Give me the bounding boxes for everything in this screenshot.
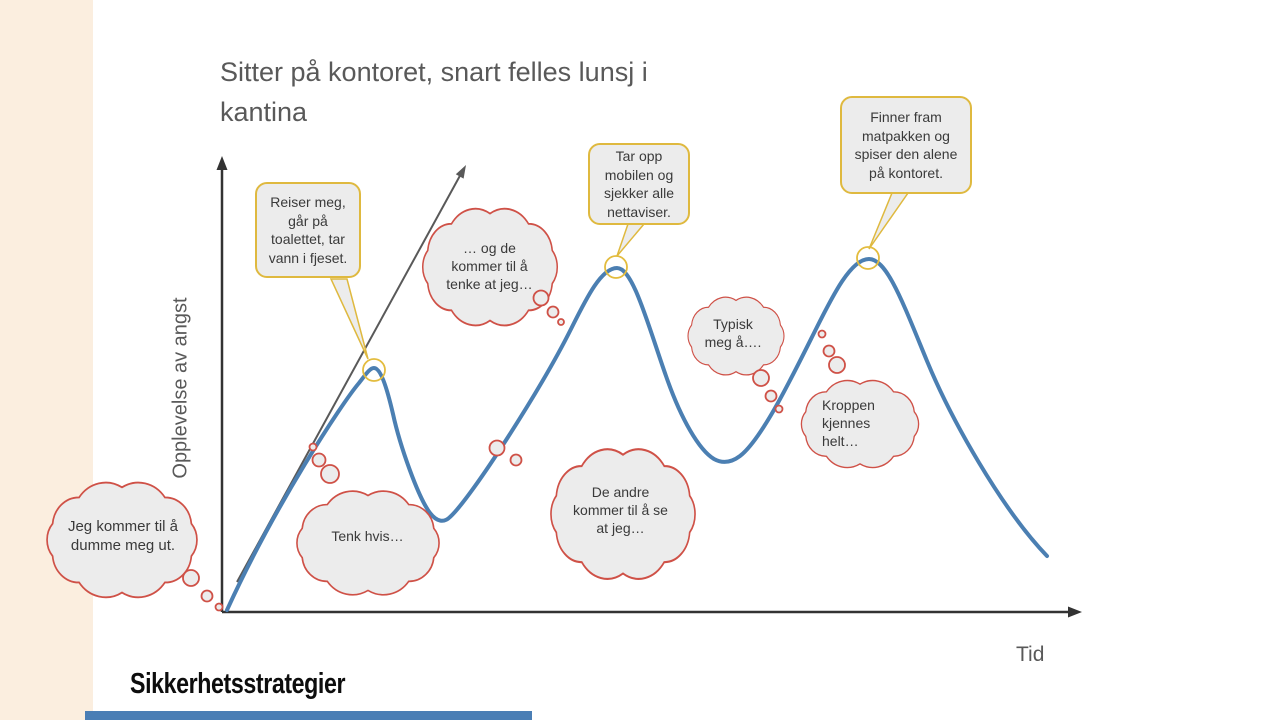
bubble-trail-jeg-kommer <box>182 569 224 612</box>
callout-finner-fram-text: Finner fram matpakken og spiser den alen… <box>854 109 958 181</box>
anxiety-curve <box>225 256 1049 612</box>
x-axis-label: Tid <box>1016 643 1045 666</box>
footer-accent-bar <box>85 711 532 720</box>
callout-tail-tar-opp <box>616 223 646 257</box>
peak-marker-1 <box>362 358 386 382</box>
thought-de-andre-text: De andre kommer til å se at jeg… <box>573 484 668 536</box>
x-axis-arrowhead <box>1068 606 1082 618</box>
bubble-trail-kroppen <box>817 329 846 374</box>
callout-reiser-meg: Reiser meg, går på toalettet, tar vann i… <box>255 182 361 278</box>
thought-og-de-kommer-text: … og de kommer til å tenke at jeg… <box>446 240 533 292</box>
callout-finner-fram: Finner fram matpakken og spiser den alen… <box>840 96 972 194</box>
bubble-trail-de-andre <box>488 439 523 467</box>
peak-marker-3 <box>856 246 880 270</box>
peak-marker-2 <box>604 255 628 279</box>
bubble-trail-tenk-hvis <box>308 442 340 484</box>
slide-title: Sitter på kontoret, snart felles lunsj i… <box>220 57 648 127</box>
bubble-trail-og-de-kommer <box>532 289 565 326</box>
bubble-trail-typisk-meg <box>752 369 784 414</box>
thought-tenk-hvis-text: Tenk hvis… <box>331 528 404 544</box>
callout-tail-reiser <box>329 278 369 360</box>
callout-tail-finner <box>868 192 910 250</box>
thought-jeg-kommer-text: Jeg kommer til å dumme meg ut. <box>67 518 179 554</box>
y-axis-label: Opplevelse av angst <box>169 297 192 479</box>
thought-typisk-meg-text: Typisk meg å…. <box>704 316 762 350</box>
callout-tar-opp-mobilen: Tar opp mobilen og sjekker alle nettavis… <box>588 143 690 225</box>
callout-reiser-meg-text: Reiser meg, går på toalettet, tar vann i… <box>268 194 348 266</box>
rising-anxiety-arrowhead <box>455 165 466 179</box>
y-axis-arrowhead <box>216 156 228 170</box>
thought-kroppen-text: Kroppen kjennes helt… <box>822 397 875 449</box>
left-accent-stripe <box>0 0 93 720</box>
footer-label: Sikkerhetsstrategier <box>130 668 346 700</box>
callout-tar-opp-mobilen-text: Tar opp mobilen og sjekker alle nettavis… <box>603 148 675 220</box>
